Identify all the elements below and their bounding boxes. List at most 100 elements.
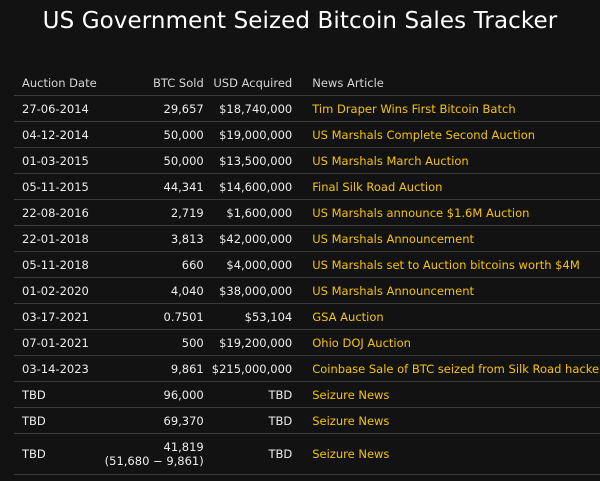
cell-news-article: US Marshals March Auction (296, 147, 600, 174)
btc-sold-value: 3,813 (170, 231, 204, 246)
news-article-link[interactable]: Final Silk Road Auction (312, 179, 443, 194)
cell-usd-acquired: $42,000,000 (207, 225, 297, 252)
cell-auction-date: 03-14-2023 (14, 355, 101, 382)
cell-news-article: Final Silk Road Auction (296, 173, 600, 200)
cell-usd-acquired: $18,740,000 (207, 95, 297, 122)
cell-auction-date: 27-06-2014 (14, 95, 101, 122)
cell-usd-acquired: $4,000,000 (207, 251, 297, 278)
cell-btc-sold: 9,861 (100, 355, 208, 382)
btc-sold-value: 50,000 (163, 153, 204, 168)
column-header-usd-acquired[interactable]: USD Acquired (207, 70, 297, 96)
cell-btc-sold: 500 (100, 329, 208, 356)
cell-btc-sold: 2,719 (100, 199, 208, 226)
cell-usd-acquired: TBD (207, 433, 297, 475)
cell-usd-acquired: $19,200,000 (207, 329, 297, 356)
news-article-link[interactable]: Coinbase Sale of BTC seized from Silk Ro… (312, 361, 600, 376)
table-row: 03-17-2021 0.7501 $53,104 GSA Auction (14, 303, 600, 330)
cell-usd-acquired: $13,500,000 (207, 147, 297, 174)
news-article-link[interactable]: US Marshals Complete Second Auction (312, 127, 536, 142)
cell-auction-date: 05-11-2018 (14, 251, 101, 278)
news-article-link[interactable]: US Marshals Announcement (312, 283, 475, 298)
cell-btc-sold: 660 (100, 251, 208, 278)
table-row: 01-02-2020 4,040 $38,000,000 US Marshals An… (14, 277, 600, 304)
btc-sold-value: 50,000 (163, 127, 204, 142)
btc-sold-value: 44,341 (163, 179, 204, 194)
cell-btc-sold: 0.7501 (100, 303, 208, 330)
cell-btc-sold: 50,000 (100, 121, 208, 148)
table-row: 01-03-2015 50,000 $13,500,000 US Marshals M… (14, 147, 600, 174)
cell-btc-sold: 4,040 (100, 277, 208, 304)
btc-sold-value: 96,000 (163, 387, 204, 402)
page-title: US Government Seized Bitcoin Sales Track… (42, 8, 558, 34)
cell-auction-date: TBD (14, 381, 101, 408)
btc-sold-value: 0.7501 (163, 309, 204, 324)
news-article-link[interactable]: US Marshals announce $1.6M Auction (312, 205, 530, 220)
cell-news-article: US Marshals Announcement (296, 277, 600, 304)
news-article-link[interactable]: Seizure News (312, 413, 390, 428)
cell-btc-sold: 50,000 (100, 147, 208, 174)
table-row: 22-01-2018 3,813 $42,000,000 US Marshals An… (14, 225, 600, 252)
cell-auction-date: TBD (14, 433, 101, 475)
cell-news-article: Seizure News (296, 433, 600, 475)
btc-sold-value: 9,861 (170, 361, 204, 376)
cell-btc-sold: 69,370 (100, 407, 208, 434)
table-row: 04-12-2014 50,000 $19,000,000 US Marshals C… (14, 121, 600, 148)
table-row: 05-11-2018 660 $4,000,000 US Marshals set t… (14, 251, 600, 278)
table-row: TBD 69,370 TBD Seizure News (14, 407, 600, 434)
cell-usd-acquired: $1,600,000 (207, 199, 297, 226)
news-article-link[interactable]: US Marshals March Auction (312, 153, 469, 168)
cell-auction-date: 03-17-2021 (14, 303, 101, 330)
cell-usd-acquired: TBD (207, 407, 297, 434)
cell-usd-acquired: $53,104 (207, 303, 297, 330)
column-header-auction-date[interactable]: Auction Date (14, 70, 101, 96)
cell-btc-sold: 96,000 (100, 381, 208, 408)
btc-sold-value: 4,040 (170, 283, 204, 298)
column-header-btc-sold[interactable]: BTC Sold (100, 70, 208, 96)
table-row: 03-14-2023 9,861 $215,000,000 Coinbase Sale… (14, 355, 600, 382)
cell-btc-sold: 3,813 (100, 225, 208, 252)
table-row: 07-01-2021 500 $19,200,000 Ohio DOJ Auction (14, 329, 600, 356)
cell-auction-date: 05-11-2015 (14, 173, 101, 200)
news-article-link[interactable]: Ohio DOJ Auction (312, 335, 411, 350)
table-row: TBD 41,819 (51,680 − 9,861) TBD Seizure News (14, 433, 600, 475)
cell-usd-acquired: $38,000,000 (207, 277, 297, 304)
column-header-news-article[interactable]: News Article (296, 70, 600, 96)
cell-auction-date: 01-03-2015 (14, 147, 101, 174)
cell-news-article: Tim Draper Wins First Bitcoin Batch (296, 95, 600, 122)
cell-btc-sold: 41,819 (51,680 − 9,861) (100, 433, 208, 475)
cell-usd-acquired: $19,000,000 (207, 121, 297, 148)
table-row: TBD 96,000 TBD Seizure News (14, 381, 600, 408)
cell-news-article: US Marshals announce $1.6M Auction (296, 199, 600, 226)
btc-sold-breakdown: (51,680 − 9,861) (104, 454, 204, 468)
table-row: 05-11-2015 44,341 $14,600,000 Final Silk Ro… (14, 173, 600, 200)
btc-sold-value: 660 (181, 257, 204, 272)
news-article-link[interactable]: Seizure News (312, 387, 390, 402)
btc-sold-value: 2,719 (170, 205, 204, 220)
table-row: 22-08-2016 2,719 $1,600,000 US Marshals ann… (14, 199, 600, 226)
news-article-link[interactable]: US Marshals set to Auction bitcoins wort… (312, 257, 580, 272)
cell-auction-date: 04-12-2014 (14, 121, 101, 148)
cell-news-article: Seizure News (296, 381, 600, 408)
news-article-link[interactable]: Seizure News (312, 447, 390, 461)
cell-usd-acquired: TBD (207, 381, 297, 408)
cell-auction-date: 22-08-2016 (14, 199, 101, 226)
news-article-link[interactable]: GSA Auction (312, 309, 384, 324)
btc-sold-value: 41,819 (163, 440, 204, 454)
cell-auction-date: 07-01-2021 (14, 329, 101, 356)
cell-usd-acquired: $14,600,000 (207, 173, 297, 200)
table-row: 27-06-2014 29,657 $18,740,000 Tim Draper Wi… (14, 95, 600, 122)
cell-news-article: GSA Auction (296, 303, 600, 330)
table-header-row: Auction Date BTC Sold USD Acquired News … (14, 70, 600, 96)
cell-news-article: US Marshals Announcement (296, 225, 600, 252)
cell-btc-sold: 29,657 (100, 95, 208, 122)
cell-news-article: Seizure News (296, 407, 600, 434)
btc-sold-value: 29,657 (163, 101, 204, 116)
news-article-link[interactable]: US Marshals Announcement (312, 231, 475, 246)
btc-sold-value: 500 (181, 335, 204, 350)
sales-table: Auction Date BTC Sold USD Acquired News … (14, 70, 600, 475)
cell-news-article: US Marshals Complete Second Auction (296, 121, 600, 148)
cell-usd-acquired: $215,000,000 (207, 355, 297, 382)
news-article-link[interactable]: Tim Draper Wins First Bitcoin Batch (312, 101, 516, 116)
btc-sold-value: 69,370 (163, 413, 204, 428)
table-body: 27-06-2014 29,657 $18,740,000 Tim Draper Wi… (14, 95, 600, 475)
